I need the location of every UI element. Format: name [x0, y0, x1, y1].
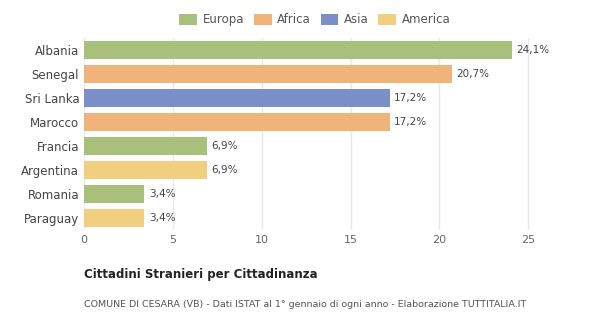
Text: 3,4%: 3,4% [149, 213, 175, 223]
Text: 6,9%: 6,9% [211, 141, 238, 151]
Text: 6,9%: 6,9% [211, 165, 238, 175]
Bar [84, 113, 389, 132]
Text: 3,4%: 3,4% [149, 189, 175, 199]
Bar [84, 161, 206, 180]
Bar [84, 89, 389, 108]
Text: Cittadini Stranieri per Cittadinanza: Cittadini Stranieri per Cittadinanza [84, 268, 317, 281]
Legend: Europa, Africa, Asia, America: Europa, Africa, Asia, America [177, 11, 453, 29]
Bar [84, 185, 145, 204]
Text: 17,2%: 17,2% [394, 117, 427, 127]
Text: 24,1%: 24,1% [517, 45, 550, 55]
Bar [84, 209, 145, 228]
Bar [84, 41, 512, 60]
Text: 17,2%: 17,2% [394, 93, 427, 103]
Text: COMUNE DI CESARA (VB) - Dati ISTAT al 1° gennaio di ogni anno - Elaborazione TUT: COMUNE DI CESARA (VB) - Dati ISTAT al 1°… [84, 300, 526, 309]
Bar [84, 137, 206, 156]
Bar [84, 65, 452, 84]
Text: 20,7%: 20,7% [456, 69, 489, 79]
